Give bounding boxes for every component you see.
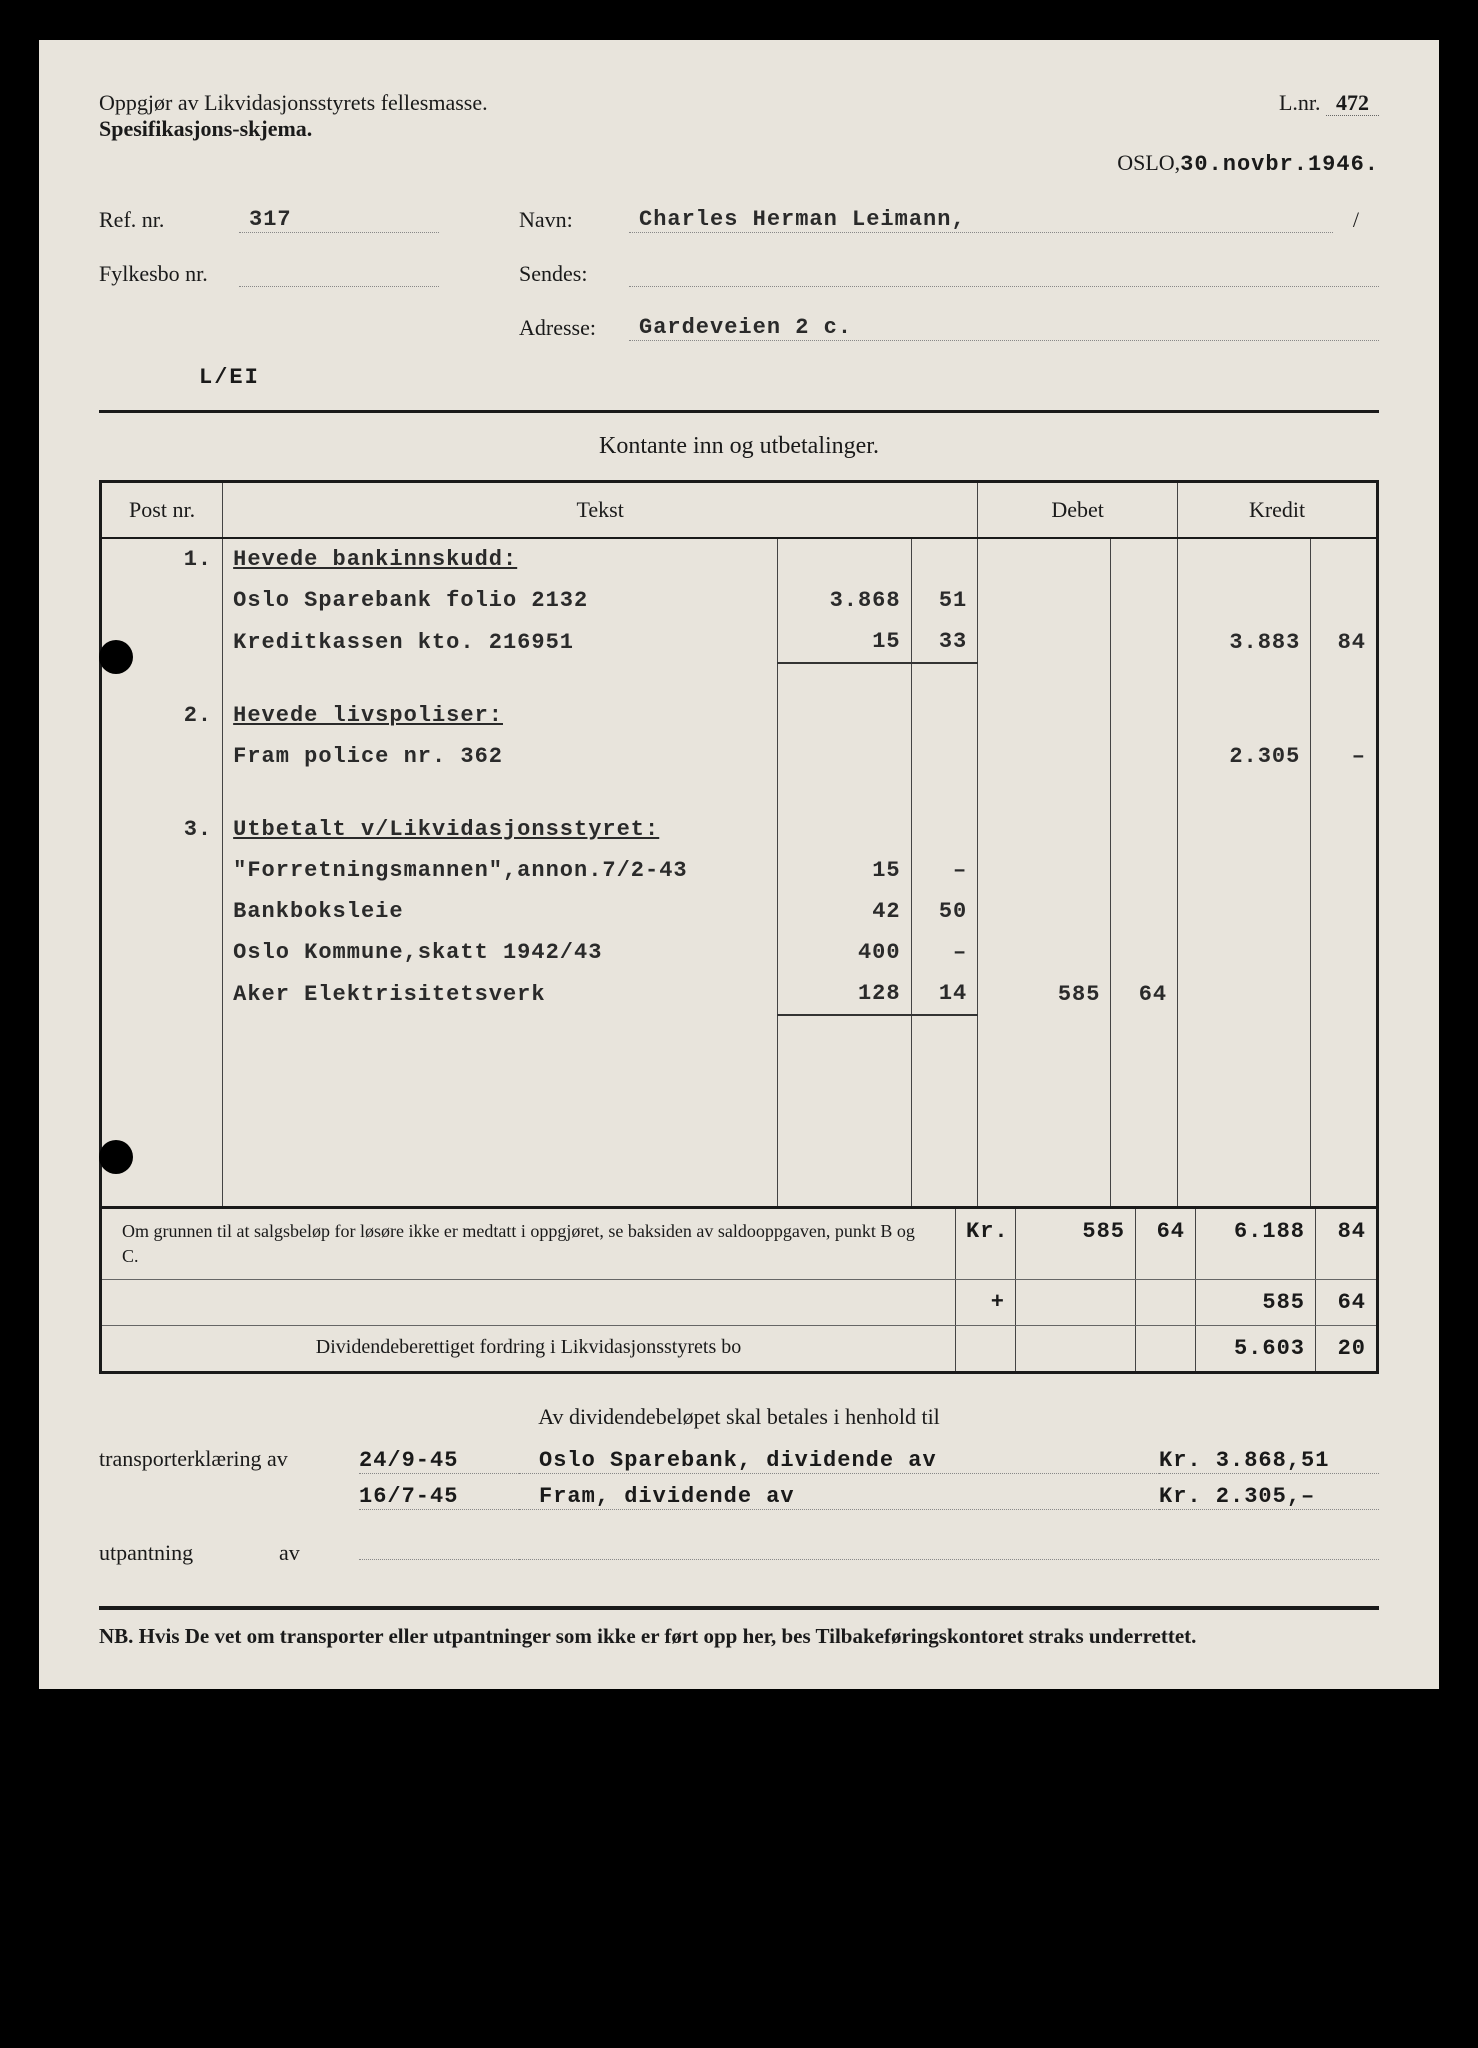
table-row: Kreditkassen kto. 21695115333.88384 <box>101 621 1378 663</box>
dividend-label: Dividendeberettiget fordring i Likvidasj… <box>102 1326 956 1371</box>
table-row <box>101 1047 1378 1079</box>
footer-plus: + <box>956 1280 1016 1325</box>
r2-kredit: 585 <box>1196 1280 1316 1325</box>
header: Oppgjør av Likvidasjonsstyrets fellesmas… <box>99 90 1379 142</box>
adresse-value: Gardeveien 2 c. <box>629 315 1379 341</box>
table-row: 1.Hevede bankinnskudd: <box>101 538 1378 580</box>
r1-debeto: 64 <box>1136 1209 1196 1279</box>
ref-code: L/EI <box>199 365 1379 390</box>
fylkesbo-value <box>239 261 439 287</box>
col-tekst: Tekst <box>223 482 978 539</box>
table-row: Bankboksleie4250 <box>101 891 1378 932</box>
adresse-label: Adresse: <box>519 315 629 341</box>
dividend-date-0: 24/9-45 <box>359 1448 519 1474</box>
title-line-2: Spesifikasjons-skjema. <box>99 116 488 142</box>
dividend-date-1: 16/7-45 <box>359 1484 519 1510</box>
punch-hole <box>99 640 133 674</box>
table-row <box>101 777 1378 809</box>
nb-note: NB. Hvis De vet om transporter eller utp… <box>99 1606 1379 1649</box>
table-row: "Forretningsmannen",annon.7/2-4315– <box>101 850 1378 891</box>
sendes-label: Sendes: <box>519 261 629 287</box>
table-row <box>101 1015 1378 1047</box>
footer-empty <box>102 1280 956 1325</box>
lnr-value: 472 <box>1326 90 1379 116</box>
navn-value: Charles Herman Leimann, <box>629 207 1333 233</box>
ledger-table: Post nr. Tekst Debet Kredit 1.Hevede ban… <box>99 480 1379 1209</box>
section-title: Kontante inn og utbetalinger. <box>99 433 1379 460</box>
dividend-title: Av dividendebeløpet skal betales i henho… <box>99 1404 1379 1430</box>
document-page: Oppgjør av Likvidasjonsstyrets fellesmas… <box>39 40 1439 1689</box>
col-post: Post nr. <box>101 482 223 539</box>
ref-value: 317 <box>239 207 439 233</box>
table-row: Aker Elektrisitetsverk1281458564 <box>101 973 1378 1015</box>
navn-label: Navn: <box>519 207 629 233</box>
dividend-amt-1: Kr. 2.305,– <box>1159 1484 1379 1510</box>
av-label: av <box>279 1540 359 1566</box>
r1-kredito: 84 <box>1316 1209 1376 1279</box>
footer-box: Om grunnen til at salgsbeløp for løsøre … <box>99 1209 1379 1374</box>
table-row: 2.Hevede livspoliser: <box>101 695 1378 736</box>
place: OSLO, <box>1117 150 1180 175</box>
info-block: Ref. nr. 317 Fylkesbo nr. Navn: Charles … <box>99 207 1379 355</box>
table-row <box>101 1143 1378 1175</box>
fylkesbo-label: Fylkesbo nr. <box>99 261 239 287</box>
r3-kredit: 5.603 <box>1196 1326 1316 1371</box>
col-debet: Debet <box>978 482 1178 539</box>
footer-note: Om grunnen til at salgsbeløp for løsøre … <box>102 1209 956 1279</box>
dividend-desc-1: Fram, dividende av <box>519 1484 1159 1510</box>
dividend-desc-0: Oslo Sparebank, dividende av <box>519 1448 1159 1474</box>
date: 30.novbr.1946. <box>1180 152 1379 177</box>
punch-hole <box>99 1140 133 1174</box>
table-row <box>101 1079 1378 1111</box>
r1-kredit: 6.188 <box>1196 1209 1316 1279</box>
r1-debet: 585 <box>1016 1209 1136 1279</box>
col-kredit: Kredit <box>1178 482 1378 539</box>
table-row: Oslo Kommune,skatt 1942/43400– <box>101 932 1378 973</box>
r2-kredito: 64 <box>1316 1280 1376 1325</box>
footer-kr: Kr. <box>956 1209 1016 1279</box>
place-date: OSLO,30.novbr.1946. <box>99 150 1379 177</box>
table-row: 3.Utbetalt v/Likvidasjonsstyret: <box>101 809 1378 850</box>
table-row: Oslo Sparebank folio 21323.86851 <box>101 580 1378 621</box>
table-row <box>101 1111 1378 1143</box>
lnr-block: L.nr. 472 <box>1279 90 1379 142</box>
utpantning-label: utpantning <box>99 1540 279 1566</box>
title-line-1: Oppgjør av Likvidasjonsstyrets fellesmas… <box>99 90 488 116</box>
table-row: Fram police nr. 3622.305– <box>101 736 1378 777</box>
transport-label: transporterklæring av <box>99 1446 359 1472</box>
divider <box>99 410 1379 413</box>
table-row <box>101 1175 1378 1207</box>
ref-label: Ref. nr. <box>99 207 239 233</box>
table-row <box>101 663 1378 695</box>
lnr-label: L.nr. <box>1279 90 1321 115</box>
r3-kredito: 20 <box>1316 1326 1376 1371</box>
dividend-section: Av dividendebeløpet skal betales i henho… <box>99 1404 1379 1566</box>
sendes-value <box>629 261 1379 287</box>
dividend-amt-0: Kr. 3.868,51 <box>1159 1448 1379 1474</box>
